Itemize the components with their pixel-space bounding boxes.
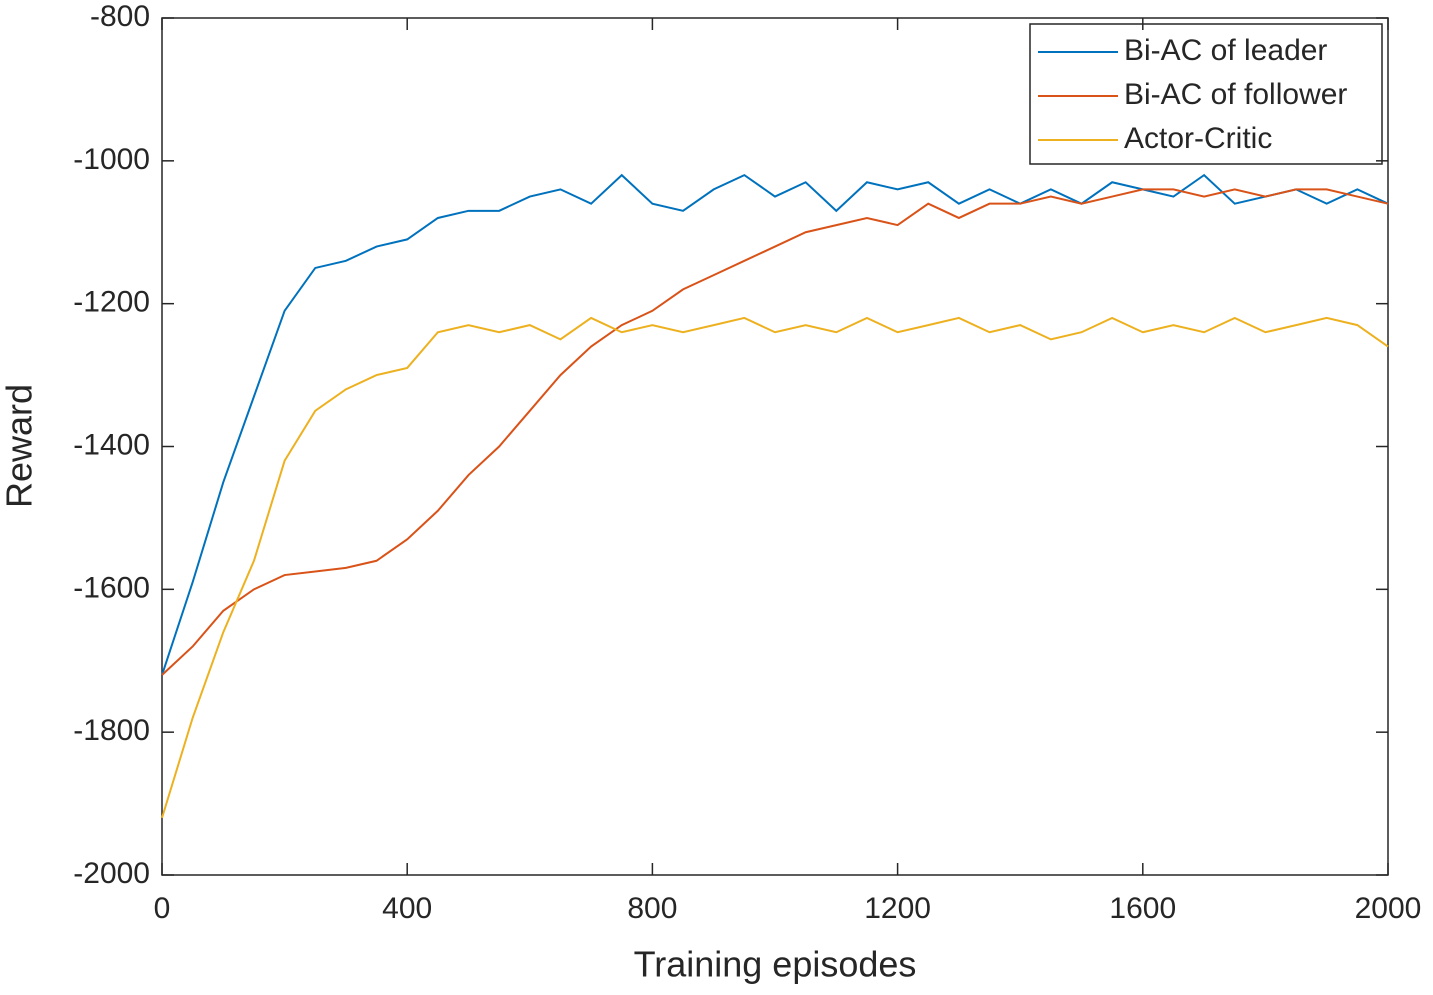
y-tick-label: -1000 (73, 143, 150, 176)
x-tick-label: 0 (154, 892, 171, 925)
series-line (161, 316, 1389, 819)
legend-label: Bi-AC of follower (1124, 78, 1347, 111)
x-tick-label: 400 (382, 892, 432, 925)
x-axis-label: Training episodes (634, 944, 917, 985)
x-tick-label: 2000 (1355, 892, 1422, 925)
y-tick-label: -800 (90, 0, 150, 33)
legend-label: Actor-Critic (1124, 122, 1272, 155)
x-tick-label: 1600 (1109, 892, 1176, 925)
x-tick-label: 800 (627, 892, 677, 925)
series-line (161, 173, 1389, 676)
y-tick-label: -1400 (73, 428, 150, 461)
y-tick-label: -1600 (73, 571, 150, 604)
legend-box (1029, 23, 1383, 165)
y-tick-label: -1800 (73, 714, 150, 747)
y-tick-label: -2000 (73, 857, 150, 890)
legend-label: Bi-AC of leader (1124, 34, 1327, 67)
x-tick-label: 1200 (864, 892, 931, 925)
y-axis-label: Reward (0, 384, 40, 508)
y-tick-label: -1200 (73, 286, 150, 319)
series-line (161, 188, 1389, 676)
